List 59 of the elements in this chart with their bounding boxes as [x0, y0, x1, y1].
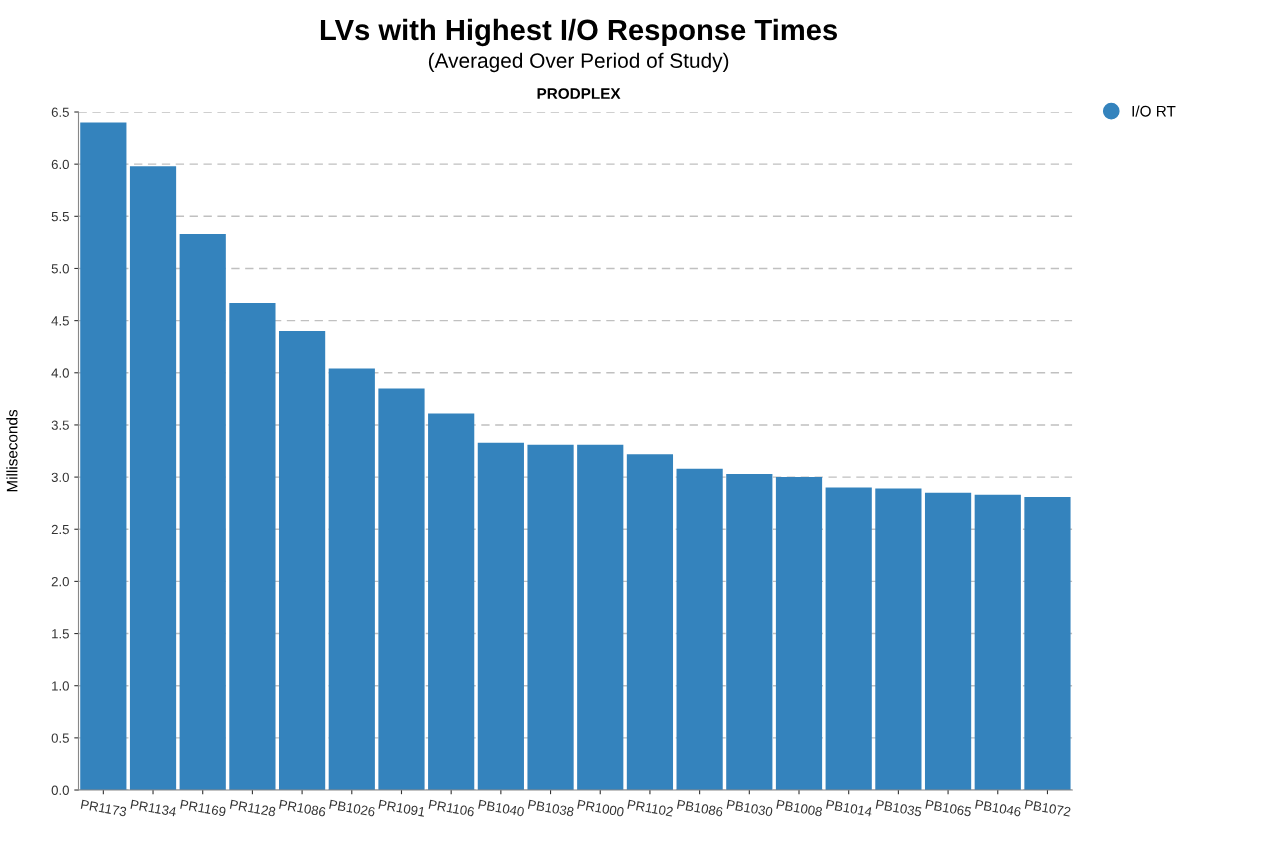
bar [1024, 496, 1071, 791]
bar [875, 488, 922, 791]
x-tick-label: PR1000 [577, 799, 625, 817]
x-tick-label: PR1128 [229, 799, 276, 817]
y-tick-label: 0.5 [51, 733, 69, 743]
y-tick-label: 3.0 [51, 472, 69, 482]
x-tick-label: PR1173 [80, 799, 127, 817]
x-tick-label: PB1014 [826, 799, 873, 817]
bar [378, 388, 425, 791]
y-tick-label: 4.0 [51, 368, 69, 378]
bar [527, 444, 574, 791]
y-tick-label: 6.0 [51, 159, 69, 170]
bar [328, 368, 375, 791]
x-tick-label: PB1030 [726, 799, 773, 817]
bar [278, 331, 326, 791]
x-tick-label: PR1091 [378, 799, 426, 817]
y-tick-label: 6.5 [51, 107, 69, 117]
y-tick-label: 4.5 [51, 316, 69, 326]
x-tick-label: PR1086 [279, 799, 327, 817]
y-tick-label: 5.0 [51, 264, 69, 274]
x-tick-label: PR1169 [180, 799, 227, 817]
x-tick-label: PR1102 [627, 799, 674, 817]
chart-subtitle: (Averaged Over Period of Study) [428, 52, 729, 73]
bar [626, 454, 674, 791]
y-tick-label: 0.0 [51, 785, 69, 795]
bar [676, 468, 723, 791]
y-tick-label: 1.5 [52, 629, 69, 639]
chart-title: LVs with Highest I/O Response Times [320, 18, 837, 47]
text: PRODPLEX [537, 88, 621, 100]
y-tick-label: 1.0 [52, 681, 69, 691]
bar [924, 492, 972, 791]
bar [80, 122, 127, 791]
x-tick-label: PB1046 [975, 799, 1022, 817]
y-tick-label: 3.5 [51, 420, 69, 430]
bar [726, 473, 773, 791]
x-tick-label: PB1072 [1024, 799, 1071, 817]
bar [974, 494, 1021, 791]
y-tick-label: 2.0 [51, 576, 69, 587]
y-axis-title: Milliseconds [6, 409, 18, 492]
x-tick-label: PB1026 [329, 799, 376, 817]
x-tick-label: PB1040 [478, 799, 525, 817]
bar [577, 444, 624, 791]
x-tick-label: PR1134 [130, 799, 177, 817]
legend-label: I/O RT [1132, 105, 1176, 117]
x-tick-label: PB1038 [527, 799, 575, 817]
bar [129, 166, 177, 791]
x-tick-label: PB1065 [925, 799, 972, 817]
bar [229, 302, 276, 791]
y-tick-label: 5.5 [51, 212, 69, 222]
bar [428, 413, 475, 791]
bar [825, 487, 872, 791]
x-tick-label: PR1106 [428, 799, 475, 817]
x-tick-label: PB1035 [875, 799, 922, 817]
y-tick-label: 2.5 [51, 524, 69, 535]
bar [775, 477, 823, 791]
x-tick-label: PB1086 [676, 799, 724, 817]
bar [477, 442, 524, 791]
bar [179, 234, 226, 791]
x-tick-label: PB1008 [776, 799, 823, 817]
